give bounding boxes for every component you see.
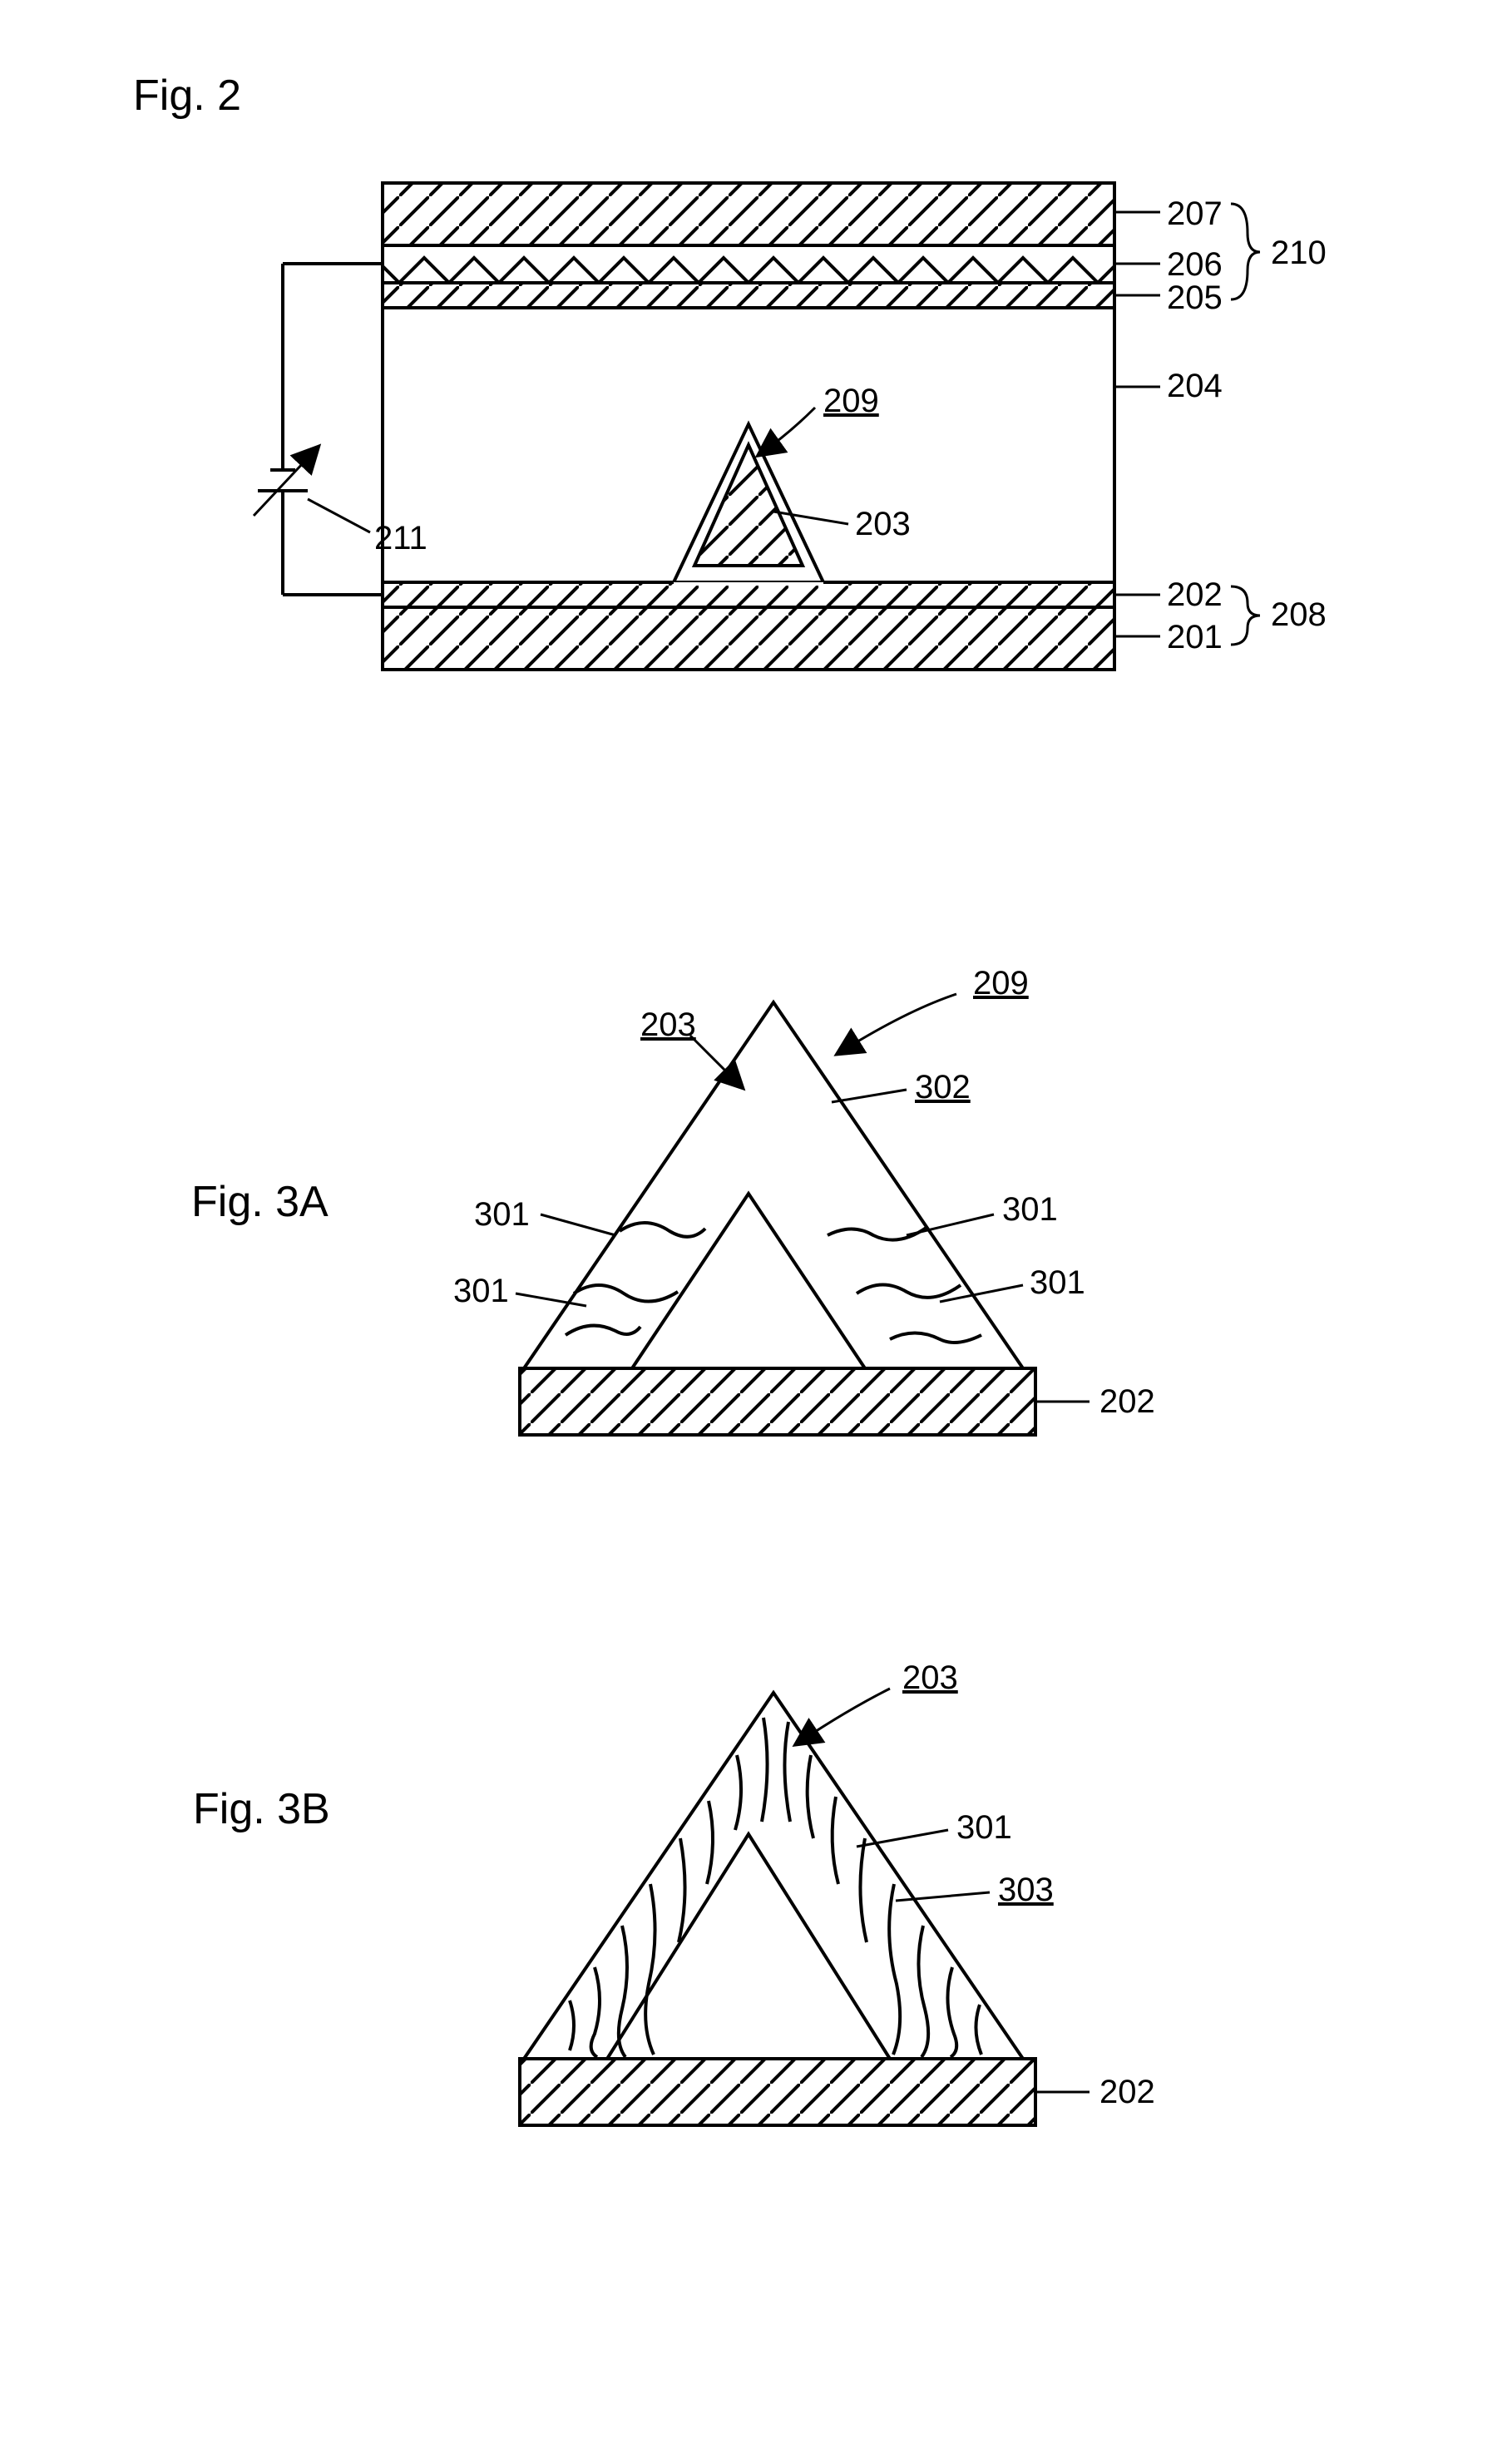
- fig3b-label-303: 303: [998, 1872, 1054, 1909]
- fig3a-label-301-br: 301: [1030, 1264, 1085, 1302]
- label-207: 207: [1167, 195, 1223, 233]
- label-201: 201: [1167, 619, 1223, 656]
- fig3b-label-203: 203: [902, 1659, 958, 1697]
- fig3b-label: Fig. 3B: [193, 1784, 330, 1834]
- label-208: 208: [1271, 596, 1327, 634]
- label-202: 202: [1167, 576, 1223, 614]
- fig3a-label-302: 302: [915, 1069, 971, 1106]
- fig3a-label: Fig. 3A: [191, 1177, 329, 1227]
- label-204: 204: [1167, 368, 1223, 405]
- fig3a-label-209: 209: [973, 965, 1029, 1002]
- fig3a-label-202: 202: [1099, 1383, 1155, 1421]
- fig3b-label-301: 301: [956, 1809, 1012, 1847]
- label-209: 209: [823, 383, 879, 420]
- fig3b-diagram: [441, 1635, 1189, 2184]
- fig3a-label-301-tr: 301: [1002, 1191, 1058, 1229]
- label-203: 203: [855, 506, 911, 543]
- fig3b-label-202: 202: [1099, 2074, 1155, 2111]
- fig2-diagram: [250, 166, 1414, 765]
- label-206: 206: [1167, 246, 1223, 284]
- label-211: 211: [374, 520, 427, 557]
- fig3a-label-203: 203: [640, 1006, 696, 1044]
- label-210: 210: [1271, 235, 1327, 272]
- fig3a-diagram: [441, 944, 1189, 1493]
- label-205: 205: [1167, 279, 1223, 317]
- fig3a-label-301-bl: 301: [453, 1273, 509, 1310]
- fig3a-label-301-tl: 301: [474, 1196, 530, 1234]
- fig2-label: Fig. 2: [133, 71, 241, 121]
